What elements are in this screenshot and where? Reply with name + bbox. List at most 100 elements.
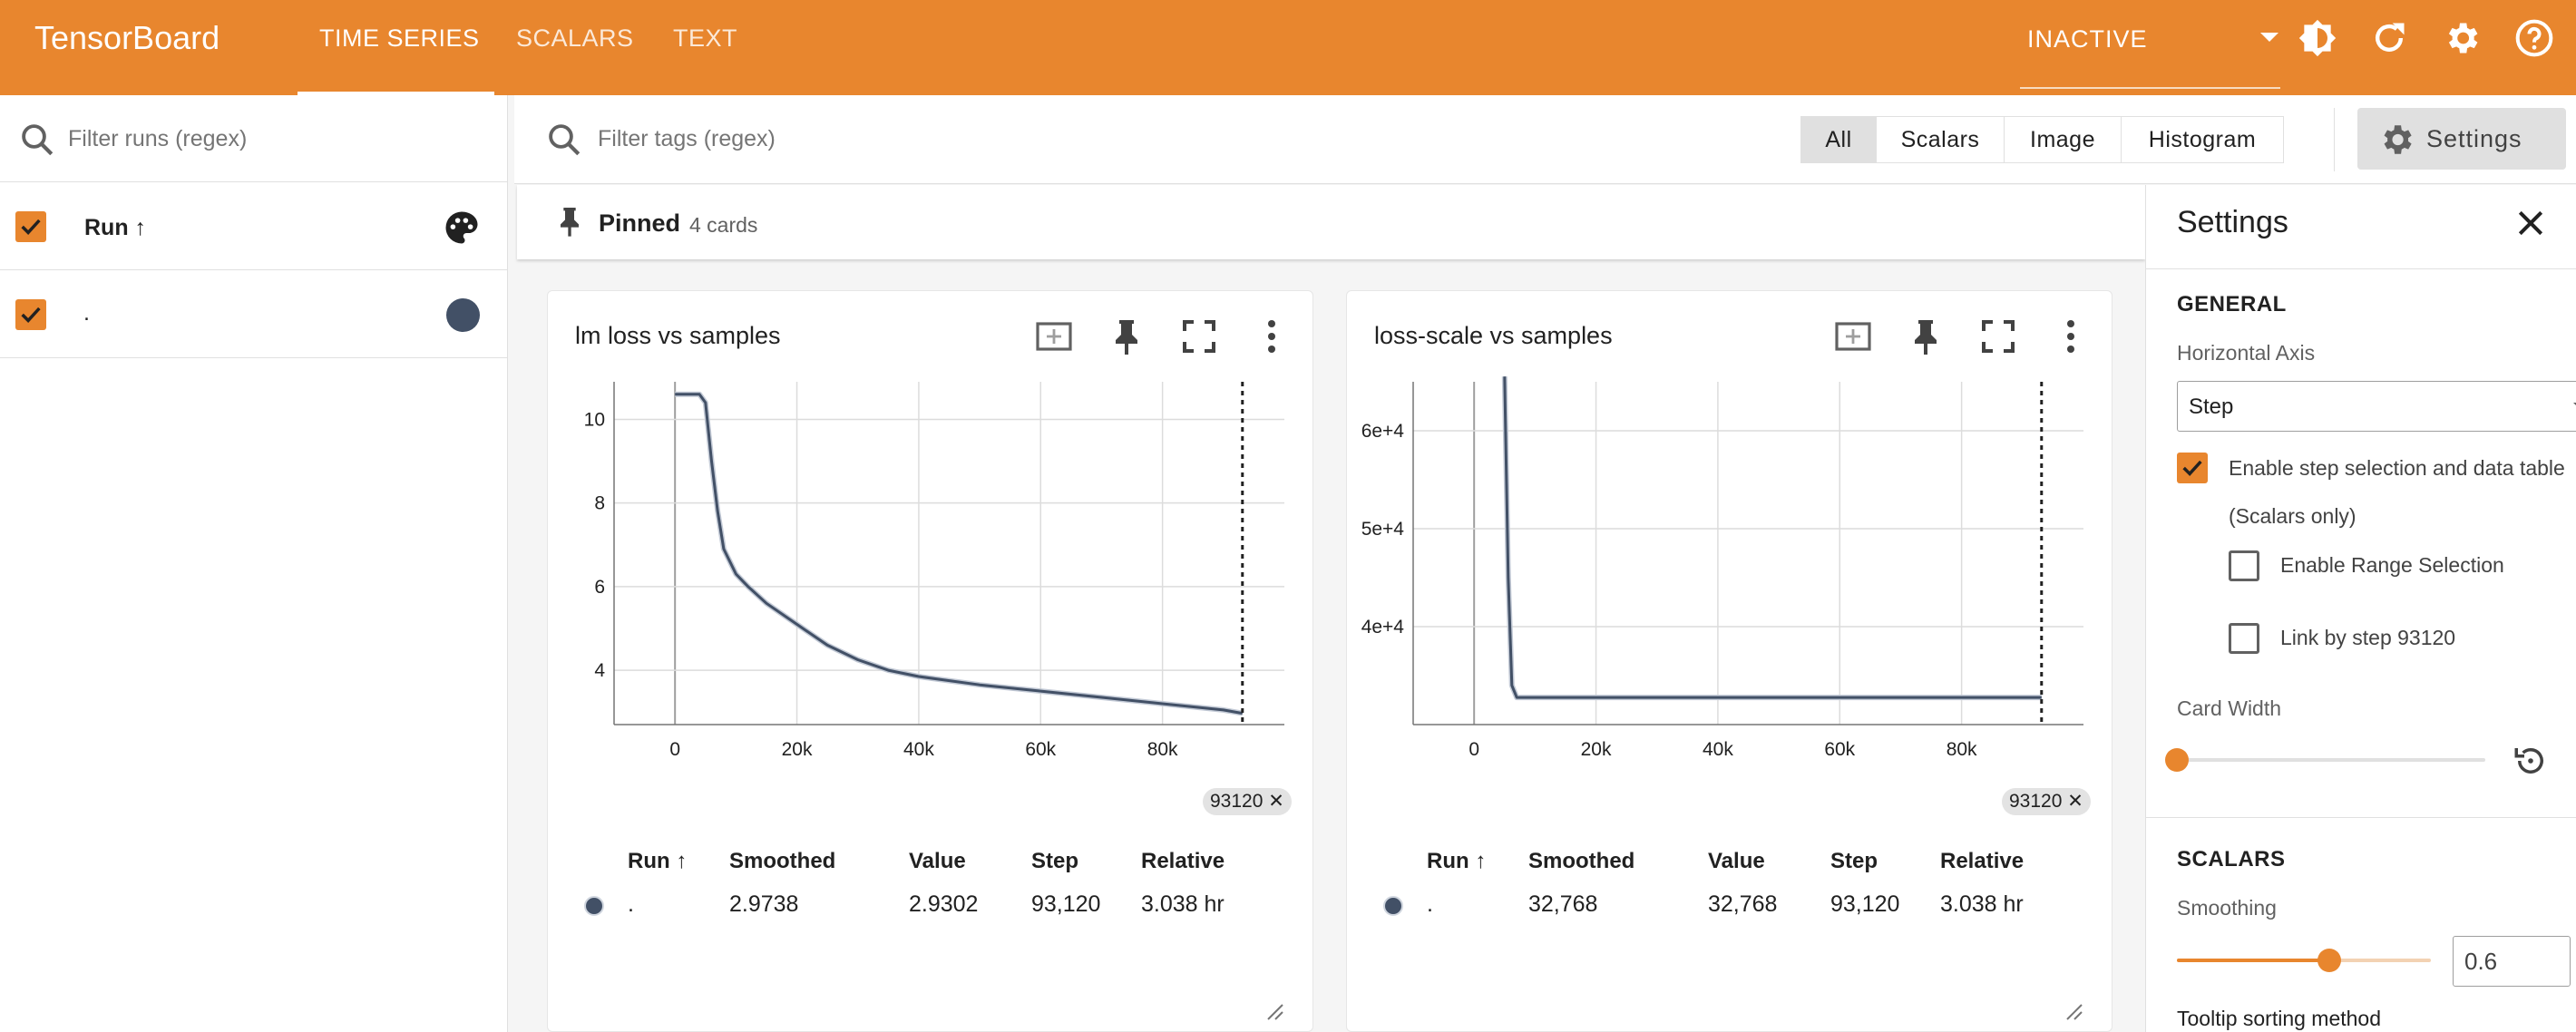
step-selection-checkbox[interactable] [2177, 453, 2208, 483]
reset-icon[interactable] [2512, 742, 2550, 780]
table-header-run[interactable]: Run ↑ [1427, 849, 1487, 873]
x-tick-label: 20k [782, 739, 813, 760]
run-checkbox[interactable] [15, 299, 46, 330]
scalar-card-loss-scale: loss-scale vs samples 0 20k 40k 60k 80k 4e+4 5… [1346, 290, 2113, 1032]
filter-image-button[interactable]: Image [2004, 116, 2122, 163]
tag-filter-input[interactable]: Filter tags (regex) [598, 126, 776, 151]
table-cell-step: 93,120 [1830, 891, 1900, 917]
smoothing-label: Smoothing [2177, 896, 2277, 920]
theme-toggle-icon[interactable] [2298, 18, 2337, 58]
run-status-select[interactable]: INACTIVE [2020, 18, 2280, 89]
y-tick-label: 8 [594, 493, 605, 514]
run-color-dot [1383, 896, 1403, 916]
y-tick-label: 5e+4 [1361, 519, 1405, 540]
run-column-header[interactable]: Run ↑ [84, 215, 147, 240]
pin-icon[interactable] [1105, 315, 1148, 358]
card-title: lm loss vs samples [575, 322, 781, 349]
general-heading: GENERAL [2177, 292, 2287, 316]
table-header-step[interactable]: Step [1031, 849, 1079, 873]
top-app-bar: TensorBoard TIME SERIES SCALARS TEXT INA… [0, 0, 2576, 95]
table-header-value[interactable]: Value [1708, 849, 1765, 873]
palette-icon[interactable] [443, 209, 481, 247]
check-icon [21, 219, 41, 235]
table-cell-relative: 3.038 hr [1141, 891, 1225, 917]
run-name: . [83, 300, 90, 326]
table-header-smoothed[interactable]: Smoothed [729, 849, 836, 873]
divider [2146, 268, 2576, 269]
smoothing-slider-thumb[interactable] [2317, 949, 2341, 972]
table-header-relative[interactable]: Relative [1141, 849, 1225, 873]
y-tick-label: 4e+4 [1361, 617, 1405, 638]
check-icon [21, 307, 41, 323]
run-status-value: INACTIVE [2027, 25, 2148, 53]
card-width-label: Card Width [2177, 696, 2282, 720]
run-filter[interactable]: Filter runs (regex) [0, 95, 508, 182]
step-selector-chip[interactable]: 93120 ✕ [2002, 788, 2091, 815]
close-icon[interactable] [2513, 205, 2549, 241]
more-vert-icon[interactable] [1250, 315, 1293, 358]
y-tick-label: 6e+4 [1361, 421, 1405, 442]
fullscreen-icon[interactable] [1976, 315, 2020, 358]
x-tick-label: 40k [903, 739, 934, 760]
run-color-swatch[interactable] [446, 298, 480, 332]
tab-text[interactable]: TEXT [673, 24, 738, 52]
settings-button[interactable]: Settings [2357, 108, 2566, 170]
table-cell-step: 93,120 [1031, 891, 1101, 917]
toolbar-divider [2334, 108, 2335, 171]
chevron-down-icon [2260, 33, 2278, 42]
card-width-slider-track[interactable] [2177, 758, 2485, 762]
tab-time-series[interactable]: TIME SERIES [319, 24, 480, 52]
fit-to-domain-icon[interactable] [1831, 315, 1875, 358]
step-selector-chip[interactable]: 93120 ✕ [1203, 788, 1292, 815]
filter-scalars-button[interactable]: Scalars [1876, 116, 2005, 163]
run-row[interactable]: . [0, 271, 508, 358]
pin-icon [561, 208, 579, 237]
table-cell-value: 2.9302 [909, 891, 979, 917]
active-tab-indicator [298, 92, 494, 95]
resize-handle-icon[interactable] [2064, 1001, 2083, 1021]
runs-table-header: Run ↑ [0, 183, 508, 270]
table-header-run[interactable]: Run ↑ [628, 849, 688, 873]
refresh-icon[interactable] [2369, 18, 2409, 58]
pin-icon[interactable] [1904, 315, 1947, 358]
resize-handle-icon[interactable] [1264, 1001, 1284, 1021]
x-tick-label: 40k [1703, 739, 1733, 760]
help-icon[interactable] [2514, 18, 2554, 58]
table-header-step[interactable]: Step [1830, 849, 1878, 873]
horizontal-axis-label: Horizontal Axis [2177, 341, 2316, 365]
line-chart[interactable]: 0 20k 40k 60k 80k 4 6 8 10 [548, 364, 1314, 763]
search-icon [549, 124, 581, 156]
x-tick-label: 80k [1147, 739, 1178, 760]
horizontal-axis-select[interactable]: Step [2177, 381, 2576, 432]
chevron-down-icon [2573, 403, 2576, 411]
settings-panel: Settings GENERAL Horizontal Axis Step En… [2145, 185, 2576, 1032]
smoothing-input[interactable]: 0.6 [2453, 936, 2571, 987]
pinned-section-header[interactable]: Pinned 4 cards [517, 185, 2145, 259]
card-width-slider-thumb[interactable] [2165, 748, 2189, 772]
table-cell-smoothed: 32,768 [1528, 891, 1598, 917]
step-selection-label: Enable step selection and data table [2229, 456, 2565, 480]
filter-all-button[interactable]: All [1800, 116, 1877, 163]
select-all-runs-checkbox[interactable] [15, 211, 46, 242]
range-selection-label: Enable Range Selection [2280, 553, 2504, 577]
settings-button-label: Settings [2426, 125, 2522, 152]
run-filter-input[interactable]: Filter runs (regex) [68, 126, 248, 151]
range-selection-checkbox[interactable] [2229, 550, 2259, 581]
line-chart[interactable]: 0 20k 40k 60k 80k 4e+4 5e+4 6e+4 [1347, 364, 2113, 763]
table-cell-relative: 3.038 hr [1940, 891, 2024, 917]
search-icon [22, 124, 54, 156]
brand-title: TensorBoard [34, 19, 220, 56]
y-tick-label: 4 [594, 660, 605, 681]
x-tick-label: 20k [1581, 739, 1612, 760]
filter-histogram-button[interactable]: Histogram [2121, 116, 2284, 163]
more-vert-icon[interactable] [2049, 315, 2093, 358]
fit-to-domain-icon[interactable] [1032, 315, 1076, 358]
table-header-value[interactable]: Value [909, 849, 966, 873]
table-header-relative[interactable]: Relative [1940, 849, 2025, 873]
fullscreen-icon[interactable] [1177, 315, 1221, 358]
table-header-smoothed[interactable]: Smoothed [1528, 849, 1635, 873]
gear-icon[interactable] [2442, 18, 2482, 58]
horizontal-axis-value: Step [2189, 394, 2234, 419]
link-by-step-checkbox[interactable] [2229, 623, 2259, 654]
tab-scalars[interactable]: SCALARS [516, 24, 634, 52]
